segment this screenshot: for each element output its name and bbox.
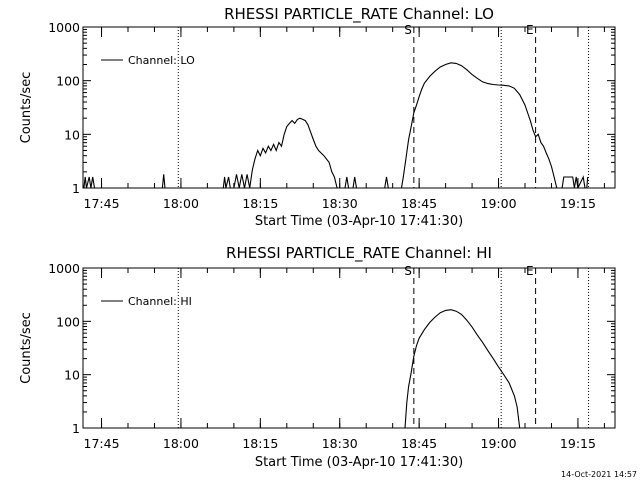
panel-1-marker-label-e: E <box>526 23 534 37</box>
panel-1-x-axis-label: Start Time (03-Apr-10 17:41:30) <box>255 214 463 229</box>
panel-1-title: RHESSI PARTICLE_RATE Channel: LO <box>224 5 494 24</box>
panel-2-x-tick-label: 18:30 <box>322 436 358 451</box>
panel-1-x-tick-label: 18:15 <box>242 196 278 211</box>
panel-2-y-tick-label: 10 <box>64 368 80 383</box>
panel-2-y-tick-label: 100 <box>56 314 80 329</box>
panel-2-x-axis-label: Start Time (03-Apr-10 17:41:30) <box>255 455 463 470</box>
panel-1-y-axis-label: Counts/sec <box>19 72 34 144</box>
panel-1-x-tick-label: 19:00 <box>481 196 517 211</box>
panel-1-y-tick-label: 1 <box>72 181 80 196</box>
panel-2-y-axis-label: Counts/sec <box>19 312 34 384</box>
panel-2-x-tick-label: 19:15 <box>560 436 596 451</box>
panel-1-y-tick-label: 100 <box>56 74 80 89</box>
panel-2-x-tick-label: 18:45 <box>401 436 437 451</box>
panel-2-legend-label: Channel: HI <box>128 295 192 308</box>
panel-1-x-tick-label: 19:15 <box>560 196 596 211</box>
panel-2-y-tick-label: 1000 <box>48 261 80 276</box>
panel-2-x-tick-label: 17:45 <box>84 436 120 451</box>
panel-2-x-tick-label: 18:00 <box>163 436 199 451</box>
panel-1-x-tick-label: 17:45 <box>84 196 120 211</box>
panel-2-marker-label-s: S <box>404 264 412 278</box>
panel-1-x-tick-label: 18:00 <box>163 196 199 211</box>
panel-1-x-tick-label: 18:30 <box>322 196 358 211</box>
panel-1-series-line-1 <box>83 62 589 188</box>
panel-2-x-tick-label: 18:15 <box>242 436 278 451</box>
panel-2-title: RHESSI PARTICLE_RATE Channel: HI <box>226 244 492 263</box>
panel-2-x-tick-label: 19:00 <box>481 436 517 451</box>
panel-2-plot-frame <box>82 267 616 429</box>
panel-1-legend-label: Channel: LO <box>128 54 195 67</box>
panel-2-series-line-1 <box>404 309 521 428</box>
panel-1-y-tick-label: 10 <box>64 127 80 142</box>
footer-timestamp: 14-Oct-2021 14:57 <box>561 470 637 479</box>
panel-1-marker-label-s: S <box>404 23 412 37</box>
panel-1-x-tick-label: 18:45 <box>401 196 437 211</box>
panel-1-y-tick-label: 1000 <box>48 20 80 35</box>
panel-2-marker-label-e: E <box>526 264 534 278</box>
panel-2-y-tick-label: 1 <box>72 421 80 436</box>
